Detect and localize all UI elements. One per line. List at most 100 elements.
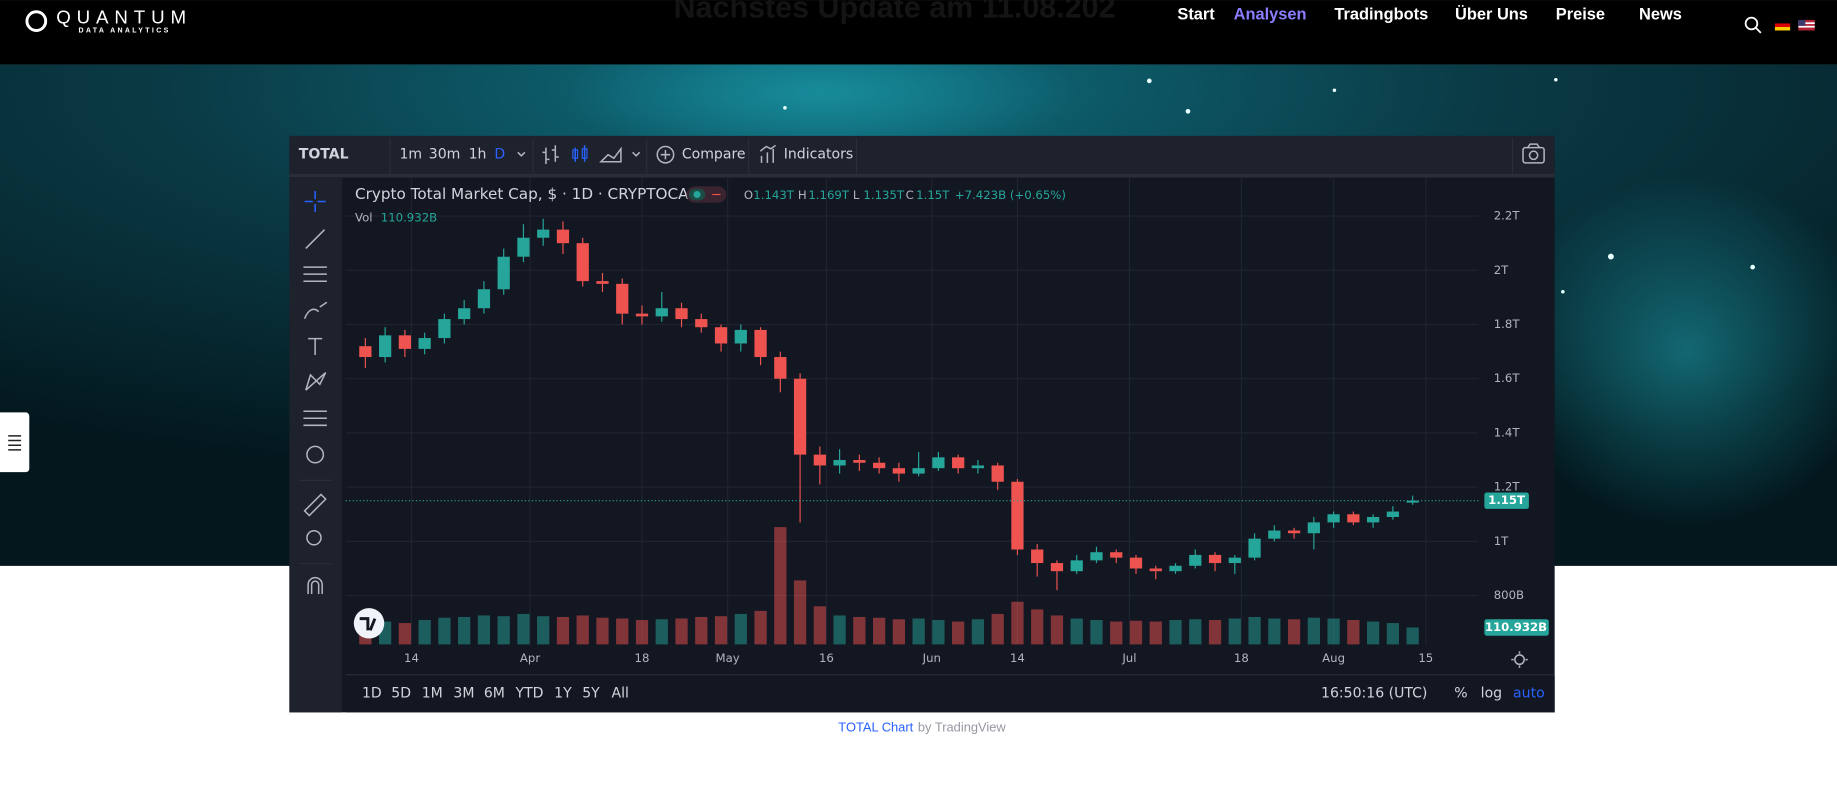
nav-link[interactable]: Preise xyxy=(1556,6,1605,24)
candles-icon-body xyxy=(581,148,588,159)
interval-button[interactable]: 1m xyxy=(400,147,423,163)
volume-bar xyxy=(655,619,668,645)
ohlc-label: O xyxy=(744,188,753,202)
interval-button-active[interactable]: D xyxy=(494,147,505,163)
scale-option[interactable]: % xyxy=(1454,686,1467,702)
volume-bar xyxy=(497,616,510,645)
measure-tool[interactable] xyxy=(303,493,327,517)
interval-button[interactable]: 30m xyxy=(429,147,461,163)
candle-body xyxy=(517,237,530,257)
crosshair-tool[interactable] xyxy=(304,190,326,213)
candle-body xyxy=(991,465,1004,482)
y-tick-label: 1.4T xyxy=(1494,425,1521,439)
brush-tool[interactable] xyxy=(303,301,328,319)
candles-icon-body xyxy=(572,149,579,159)
volume-bar xyxy=(1268,618,1281,645)
compare-icon-plus xyxy=(660,149,671,160)
fib-tool[interactable] xyxy=(303,266,327,282)
last-price-label: 1.15T xyxy=(1488,493,1525,507)
hero-title: Nächstes Update am 11.08.202 xyxy=(674,0,1116,24)
candle-body xyxy=(537,229,550,238)
zoom-tool[interactable] xyxy=(306,529,322,546)
axis-settings[interactable] xyxy=(1511,651,1528,668)
range-button[interactable]: All xyxy=(612,686,629,702)
search-icon[interactable] xyxy=(1744,16,1762,34)
pattern-tool[interactable] xyxy=(305,372,327,391)
candle-body xyxy=(853,460,866,463)
range-button[interactable]: 3M xyxy=(453,686,474,702)
prediction-tool[interactable] xyxy=(303,410,327,427)
magnet-tool[interactable] xyxy=(307,576,323,595)
range-button[interactable]: 6M xyxy=(484,686,505,702)
volume-bar xyxy=(1248,616,1261,645)
range-button[interactable]: 1Y xyxy=(554,686,572,702)
text-tool[interactable] xyxy=(308,337,323,356)
flag-de[interactable] xyxy=(1774,19,1791,31)
volume-bar xyxy=(892,619,906,645)
volume-bar xyxy=(418,620,431,645)
candle-body xyxy=(932,457,945,469)
screenshot-button[interactable] xyxy=(1522,143,1545,164)
ohlc-value: 1.15T xyxy=(916,188,950,202)
left-toolbar xyxy=(289,178,343,713)
candle-body xyxy=(1090,552,1103,561)
y-tick-label: 2T xyxy=(1494,263,1509,277)
range-button[interactable]: 1D xyxy=(362,686,382,702)
interval-menu-icon[interactable] xyxy=(517,151,526,157)
nav-link[interactable]: Tradingbots xyxy=(1334,6,1428,24)
compare-icon[interactable] xyxy=(656,145,675,164)
volume-bar xyxy=(734,613,747,645)
range-button[interactable]: 1M xyxy=(422,686,443,702)
visibility-toggle[interactable] xyxy=(686,186,727,203)
caption-link[interactable]: TOTAL Chart xyxy=(838,720,913,735)
volume-bar xyxy=(517,613,530,645)
indicators-icon[interactable] xyxy=(759,144,777,163)
x-tick-label: Apr xyxy=(520,651,540,665)
ohlc-value: 1.135T xyxy=(863,188,905,202)
range-button[interactable]: YTD xyxy=(514,686,543,702)
scale-option-active[interactable]: auto xyxy=(1513,686,1545,702)
candle-body xyxy=(596,281,609,284)
chart-type-menu-icon[interactable] xyxy=(632,151,641,157)
logo[interactable]: QUANTUM DATA ANALYTICS xyxy=(25,7,192,35)
volume-bar xyxy=(675,618,688,645)
flag-us[interactable] xyxy=(1798,19,1815,31)
bars-icon[interactable] xyxy=(542,145,559,165)
range-button[interactable]: 5D xyxy=(391,686,411,702)
plot-area: 800B 1T 1.2T 1.4T 1.6T 1.8T 2T 2.2T 14 Apr 18 May 16… xyxy=(345,178,1549,665)
nav-link[interactable]: News xyxy=(1639,6,1682,24)
logo-icon xyxy=(25,10,48,32)
symbol-button[interactable]: TOTAL xyxy=(299,147,349,163)
candle-body xyxy=(1208,554,1222,564)
trendline-tool[interactable] xyxy=(305,229,326,249)
candle-body xyxy=(714,327,728,344)
candle-body xyxy=(1129,557,1143,569)
side-tab[interactable] xyxy=(0,412,30,473)
area-icon[interactable] xyxy=(599,146,622,163)
interval-button[interactable]: 1h xyxy=(469,147,487,163)
range-button[interactable]: 5Y xyxy=(582,686,600,702)
volume-bar xyxy=(1347,620,1360,645)
x-tick-label: 18 xyxy=(635,651,650,665)
tradingview-badge[interactable] xyxy=(353,608,385,639)
compare-button[interactable]: Compare xyxy=(682,147,746,163)
x-tick-label: May xyxy=(716,651,740,665)
nav-link-active[interactable]: Analysen xyxy=(1234,6,1307,24)
chart-widget: TOTAL 1m 30m 1h D Compare Indicators xyxy=(289,135,1555,713)
top-toolbar xyxy=(289,135,1555,175)
candle-body xyxy=(774,357,787,379)
candle-body xyxy=(359,346,372,358)
candle-body xyxy=(1268,530,1281,539)
indicators-button[interactable]: Indicators xyxy=(784,147,853,163)
icon-tool[interactable] xyxy=(306,445,325,464)
candle-body xyxy=(971,465,985,469)
nav-link[interactable]: Start xyxy=(1177,6,1215,24)
nav-link[interactable]: Über Uns xyxy=(1455,5,1528,24)
logo-subtext: DATA ANALYTICS xyxy=(78,27,170,34)
scale-option[interactable]: log xyxy=(1481,686,1502,702)
y-tick-label: 1T xyxy=(1494,534,1509,548)
volume-bar xyxy=(1386,623,1400,645)
volume-bar xyxy=(1031,609,1044,645)
volume-bar xyxy=(438,617,451,645)
